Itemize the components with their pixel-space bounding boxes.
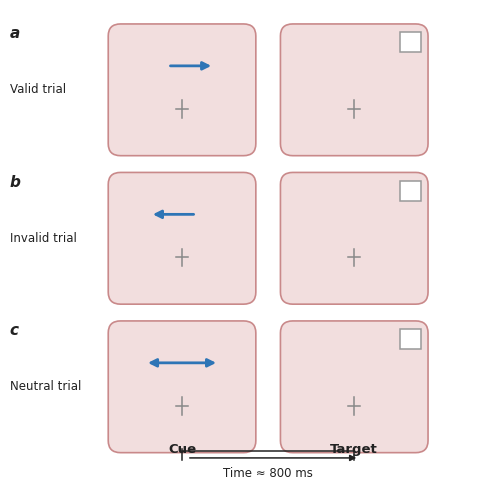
Text: b: b [10, 175, 21, 190]
Bar [400, 32, 421, 52]
Text: Invalid trial: Invalid trial [10, 232, 77, 245]
Text: Neutral trial: Neutral trial [10, 380, 81, 393]
FancyBboxPatch shape [108, 24, 256, 156]
FancyBboxPatch shape [280, 24, 428, 156]
Text: Cue: Cue [168, 443, 196, 456]
Bar [400, 329, 421, 349]
Text: Valid trial: Valid trial [10, 83, 66, 96]
FancyBboxPatch shape [280, 172, 428, 304]
FancyBboxPatch shape [108, 172, 256, 304]
Bar [400, 181, 421, 201]
FancyBboxPatch shape [280, 321, 428, 453]
Text: c: c [10, 323, 19, 338]
FancyBboxPatch shape [108, 321, 256, 453]
Text: Target: Target [330, 443, 378, 456]
Text: a: a [10, 26, 20, 41]
Text: Time ≈ 800 ms: Time ≈ 800 ms [223, 467, 313, 479]
